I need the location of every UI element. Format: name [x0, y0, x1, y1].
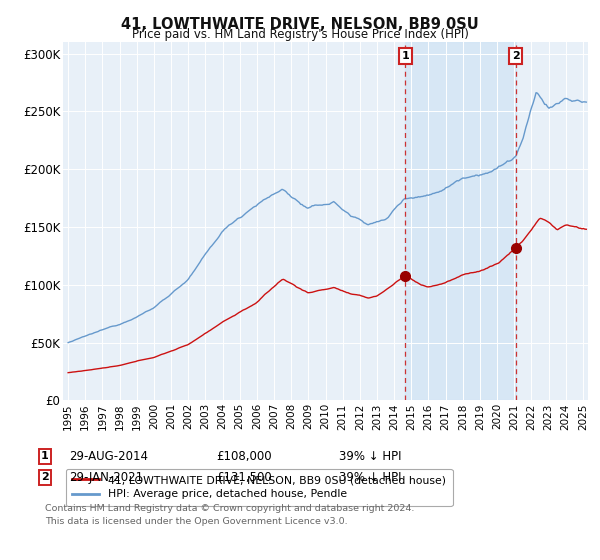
Text: 1: 1 — [41, 451, 49, 461]
Text: Contains HM Land Registry data © Crown copyright and database right 2024.
This d: Contains HM Land Registry data © Crown c… — [45, 504, 415, 525]
Text: 39% ↓ HPI: 39% ↓ HPI — [339, 470, 401, 484]
Text: £108,000: £108,000 — [216, 450, 272, 463]
Text: 2: 2 — [41, 472, 49, 482]
Text: £131,500: £131,500 — [216, 470, 272, 484]
Bar — [406, 42, 515, 400]
Text: 41, LOWTHWAITE DRIVE, NELSON, BB9 0SU: 41, LOWTHWAITE DRIVE, NELSON, BB9 0SU — [121, 17, 479, 32]
Text: 29-AUG-2014: 29-AUG-2014 — [69, 450, 148, 463]
Text: 2: 2 — [512, 51, 520, 61]
Text: 1: 1 — [401, 51, 409, 61]
Text: 39% ↓ HPI: 39% ↓ HPI — [339, 450, 401, 463]
Legend: 41, LOWTHWAITE DRIVE, NELSON, BB9 0SU (detached house), HPI: Average price, deta: 41, LOWTHWAITE DRIVE, NELSON, BB9 0SU (d… — [66, 469, 452, 506]
Text: 29-JAN-2021: 29-JAN-2021 — [69, 470, 143, 484]
Text: Price paid vs. HM Land Registry's House Price Index (HPI): Price paid vs. HM Land Registry's House … — [131, 28, 469, 41]
